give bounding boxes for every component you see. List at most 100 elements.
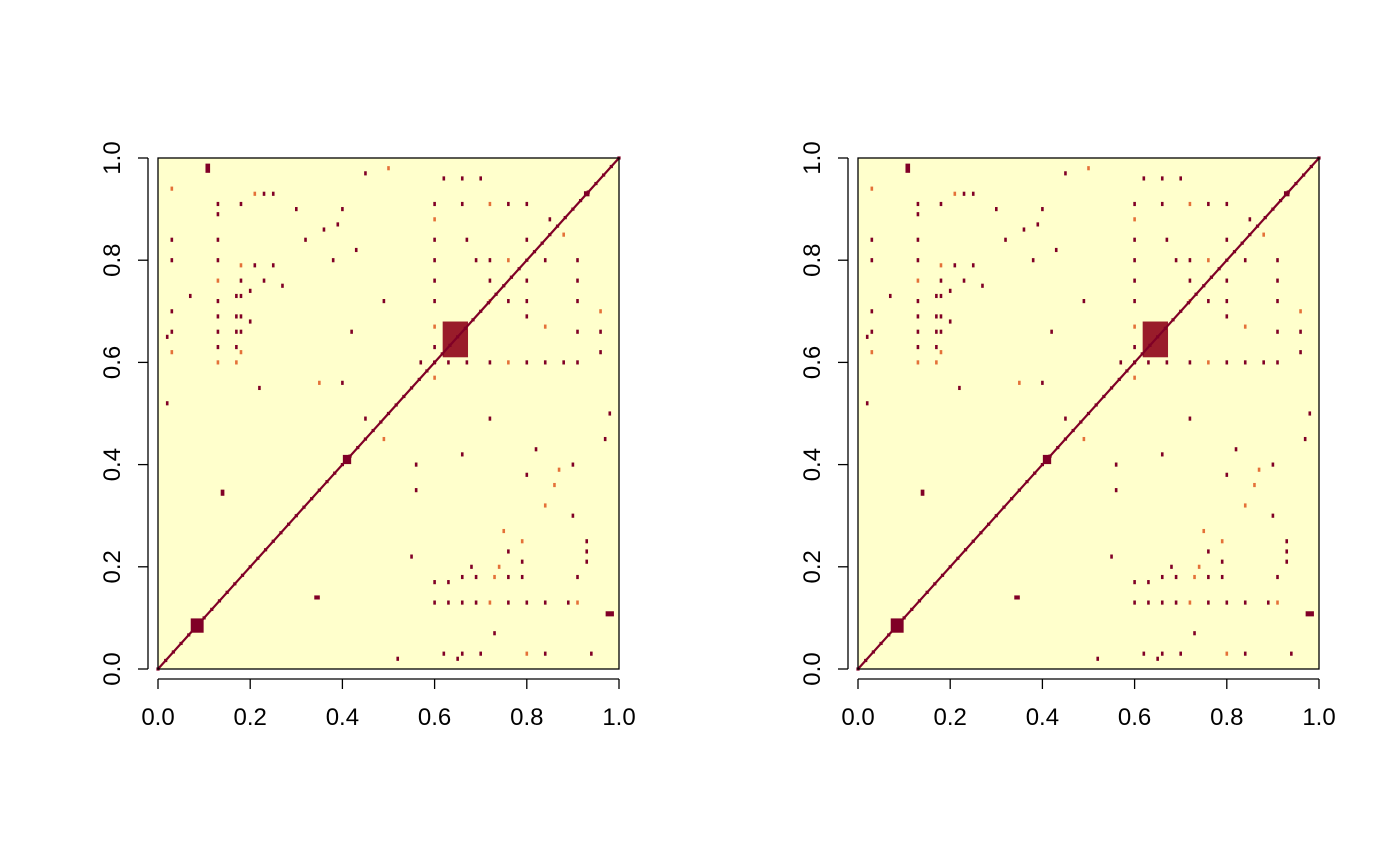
heatmap-cell: [585, 559, 589, 564]
y-tick-label: 1.0: [99, 141, 126, 174]
diagonal-cell: [879, 641, 883, 646]
diagonal-cell: [1002, 505, 1006, 509]
heatmap-cell: [1299, 350, 1302, 355]
heatmap-cell: [935, 314, 938, 319]
heatmap-cell: [507, 299, 510, 304]
heatmap-cell: [1096, 656, 1100, 661]
heatmap-cell: [354, 247, 358, 253]
heatmap-cell: [571, 513, 575, 518]
diagonal-cell: [187, 633, 191, 637]
diagonal-cell: [532, 250, 537, 254]
heatmap-cell: [216, 329, 220, 334]
diagonal-cell: [217, 599, 222, 603]
heatmap-cell: [576, 299, 579, 304]
heatmap-cell: [916, 212, 920, 217]
heatmap-cell: [1188, 258, 1192, 263]
heatmap-cell: [235, 344, 238, 350]
heatmap-cell: [1133, 217, 1136, 222]
heatmap-cell: [1147, 580, 1150, 585]
diagonal-cell: [179, 641, 183, 646]
heatmap-cell: [239, 293, 243, 299]
diagonal-cell: [1056, 445, 1060, 450]
heatmap-cell: [1133, 324, 1136, 329]
diagonal-cell: [925, 590, 929, 594]
heatmap-cell: [1174, 600, 1178, 605]
diagonal-cell: [1171, 318, 1175, 322]
heatmap-cell: [935, 344, 938, 350]
diagonal-cell: [1156, 335, 1160, 339]
heatmap-cell: [474, 600, 478, 605]
y-tick-label: 0.2: [99, 550, 126, 583]
heatmap-cell: [331, 258, 335, 263]
diagonal-cell: [394, 403, 398, 407]
heatmap-cell: [216, 344, 220, 350]
heatmap-cell: [239, 350, 243, 355]
diagonal-cell: [333, 471, 337, 475]
diagonal-cell: [271, 539, 275, 543]
heatmap-cell: [520, 574, 524, 580]
diagonal-cell: [555, 224, 560, 228]
heatmap-cell: [1225, 237, 1229, 242]
diagonal-cell: [1232, 250, 1237, 254]
heatmap-cell: [1133, 258, 1136, 263]
heatmap-cell: [525, 278, 529, 283]
heatmap-cell: [562, 360, 565, 365]
diagonal-cell: [1079, 420, 1083, 424]
heatmap-cell: [470, 564, 473, 569]
heatmap-cell: [939, 293, 943, 299]
heatmap-cell: [525, 472, 529, 477]
heatmap-panel-right: 0.0 0.2 0.4 0.6 0.8 1.0 0.0 0.2 0.4 0.6 0.8 1.0: [799, 141, 1336, 731]
diagonal-cell: [279, 531, 283, 535]
heatmap-cell: [1160, 574, 1164, 580]
x-tick-label: 0.6: [418, 704, 451, 731]
heatmap-cell: [1193, 574, 1196, 580]
diagonal-cell: [963, 548, 968, 552]
diagonal-cell: [902, 616, 906, 620]
heatmap-cell: [576, 600, 579, 605]
heatmap-cell: [935, 293, 938, 299]
heatmap-cell: [1133, 201, 1136, 207]
heatmap-cell: [1036, 222, 1040, 227]
diagonal-cell: [1263, 216, 1267, 220]
diagonal-cell: [371, 428, 375, 433]
heatmap-cell: [239, 278, 243, 283]
heatmap-cell: [1133, 237, 1136, 242]
diagonal-cell: [356, 445, 360, 450]
heatmap-cell: [1114, 462, 1118, 467]
heatmap-cell: [1234, 447, 1238, 452]
heatmap-cell: [1266, 600, 1270, 605]
heatmap-cell: [188, 293, 192, 299]
heatmap-cell: [460, 600, 464, 605]
heatmap-cell: [870, 237, 874, 242]
heatmap-cell: [1207, 360, 1210, 365]
heatmap-cell: [414, 462, 418, 467]
heatmap-cell: [253, 191, 257, 196]
heatmap-cell: [1243, 503, 1247, 508]
heatmap-cell: [962, 191, 966, 196]
heatmap-cell: [488, 600, 492, 605]
heatmap-cell: [419, 360, 423, 365]
heatmap-cell: [953, 263, 957, 268]
diagonal-cell: [1040, 463, 1044, 467]
heatmap-cell: [1160, 201, 1164, 207]
heatmap-cell: [1082, 299, 1086, 304]
heatmap-cell: [318, 380, 321, 385]
diagonal-cell: [263, 548, 268, 552]
heatmap-cell: [465, 360, 469, 365]
heatmap-cell: [1276, 299, 1279, 304]
diagonal-cell: [940, 573, 945, 577]
diagonal-cell: [325, 480, 329, 484]
diagonal-cell: [1240, 241, 1244, 245]
heatmap-cell: [603, 436, 607, 442]
heatmap-cell: [460, 574, 464, 580]
diagonal-cell: [979, 531, 983, 535]
heatmap-cell: [939, 314, 943, 319]
heatmap-cell: [1207, 574, 1210, 580]
heatmap-cell: [396, 656, 400, 661]
y-tick-label: 0.0: [99, 652, 126, 685]
diagonal-cell: [448, 343, 452, 347]
diagonal-cell: [463, 326, 467, 330]
heatmap-cell: [387, 166, 390, 171]
diagonal-cell: [294, 514, 298, 518]
heatmap-cell: [1133, 600, 1136, 605]
